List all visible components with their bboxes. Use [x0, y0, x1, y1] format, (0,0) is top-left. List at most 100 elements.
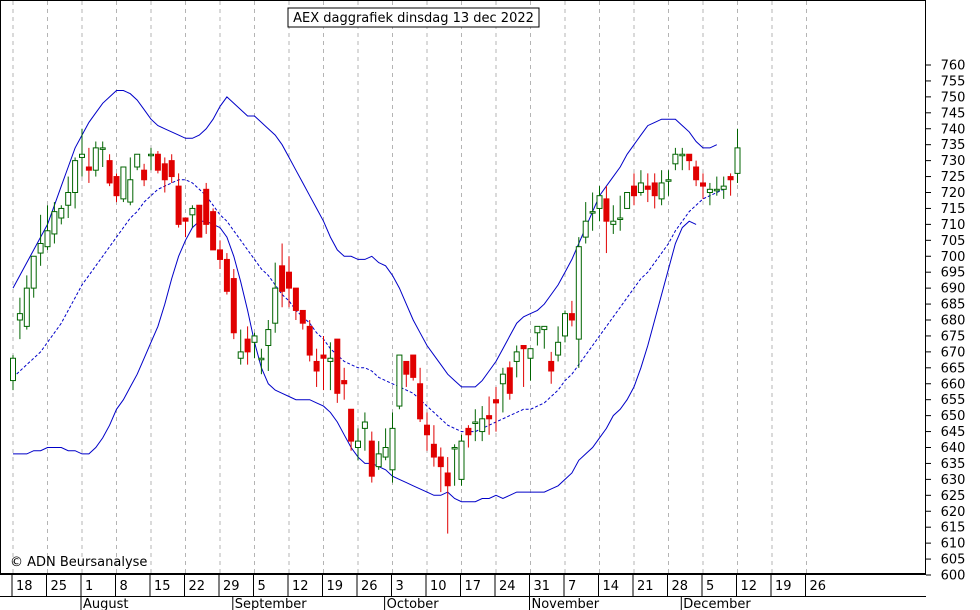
- y-axis: 6006056106156206256306356406456506556606…: [926, 59, 965, 584]
- y-tick-label: 685: [941, 298, 966, 313]
- x-tick-label: 29: [223, 579, 240, 594]
- y-tick-label: 740: [941, 122, 966, 137]
- candle-body: [389, 427, 396, 471]
- candle-body: [292, 287, 299, 311]
- candle-body: [541, 325, 548, 331]
- y-tick-label: 700: [941, 250, 966, 265]
- x-tick-label: 18: [16, 579, 33, 594]
- candle-body: [644, 185, 651, 190]
- y-tick-label: 720: [941, 186, 966, 201]
- candle-body: [72, 160, 79, 193]
- candle-body: [113, 176, 120, 197]
- y-tick-label: 735: [941, 138, 966, 153]
- month-label: September: [235, 597, 308, 610]
- candle-body: [341, 380, 348, 385]
- candle-body: [92, 147, 99, 171]
- candle-body: [713, 188, 720, 192]
- month-label: October: [387, 597, 440, 610]
- candle-body: [534, 325, 541, 334]
- candle-body: [30, 255, 37, 289]
- month-label: November: [532, 597, 600, 610]
- candle-body: [582, 220, 589, 238]
- candle-body: [58, 207, 65, 219]
- candle-body: [555, 341, 562, 356]
- x-tick-label: 21: [637, 579, 654, 594]
- y-tick-label: 760: [941, 59, 966, 74]
- y-tick-label: 745: [941, 106, 966, 121]
- candle-body: [258, 357, 265, 361]
- candle-body: [196, 204, 203, 238]
- candle-body: [727, 176, 734, 181]
- candle-body: [355, 440, 361, 448]
- x-axis: 18 25 1 8 15 22 29 5 12 19 26 3 10 17 24 31 7 14 21 28 5 12 19…: [0, 574, 926, 610]
- y-tick-label: 605: [941, 553, 966, 568]
- month-label: August: [83, 597, 129, 610]
- candle-body: [520, 345, 527, 350]
- plot-frame: [0, 0, 926, 574]
- candle-body: [493, 399, 499, 404]
- candle-body: [693, 166, 700, 181]
- candle-body: [23, 287, 30, 327]
- candle-body: [499, 373, 506, 385]
- candle-body: [700, 182, 706, 187]
- candle-body: [106, 160, 113, 184]
- candle-body: [279, 265, 286, 292]
- candle-body: [244, 338, 251, 353]
- x-tick-label: 12: [741, 579, 758, 594]
- candle-body: [99, 147, 106, 150]
- candle-body: [320, 354, 327, 359]
- y-tick-label: 620: [941, 505, 966, 520]
- candle-body: [451, 447, 458, 450]
- x-tick-label: 19: [327, 579, 344, 594]
- y-tick-label: 715: [941, 202, 966, 217]
- credit-text: © ADN Beursanalyse: [10, 555, 147, 570]
- x-tick-label: 3: [396, 579, 404, 594]
- candle-body: [272, 287, 279, 324]
- y-tick-label: 630: [941, 473, 966, 488]
- candle-body: [603, 198, 610, 222]
- candle-body: [665, 179, 672, 182]
- candle-body: [382, 447, 389, 458]
- x-tick-label: 15: [154, 579, 171, 594]
- y-tick-label: 600: [941, 569, 966, 584]
- candle-body: [596, 195, 603, 209]
- band-line: [13, 220, 697, 503]
- x-tick-label: 14: [603, 579, 620, 594]
- x-tick-label: 24: [499, 579, 516, 594]
- candle-body: [617, 217, 624, 220]
- x-tick-label: 5: [258, 579, 266, 594]
- candle-body: [299, 309, 306, 324]
- candle-body: [637, 182, 644, 193]
- candlesticks: [10, 128, 741, 534]
- candle-body: [237, 351, 244, 359]
- candle-body: [486, 415, 493, 420]
- candle-body: [417, 383, 424, 420]
- chart-title: AEX daggrafiek dinsdag 13 dec 2022: [293, 11, 534, 26]
- candle-body: [44, 230, 51, 248]
- y-tick-label: 660: [941, 377, 966, 392]
- x-tick-label: 19: [775, 579, 792, 594]
- candle-body: [465, 427, 472, 436]
- candle-body: [265, 329, 272, 346]
- candle-body: [286, 271, 292, 289]
- candle-body: [686, 153, 693, 162]
- candle-body: [472, 421, 479, 424]
- candle-body: [79, 153, 85, 158]
- candle-body: [334, 338, 341, 394]
- candle-body: [458, 440, 465, 480]
- y-tick-label: 645: [941, 425, 966, 440]
- candle-body: [410, 354, 417, 378]
- candle-body: [424, 424, 430, 436]
- candle-body: [548, 360, 555, 372]
- title-frame: [287, 7, 540, 28]
- candle-body: [161, 163, 168, 181]
- candle-body: [168, 160, 175, 178]
- candle-body: [251, 335, 258, 343]
- candle-body: [375, 453, 382, 468]
- band-line: [12, 179, 724, 433]
- y-tick-label: 655: [941, 393, 966, 408]
- x-tick-label: 12: [292, 579, 309, 594]
- candle-body: [403, 360, 410, 375]
- candle-body: [141, 169, 148, 181]
- y-tick-label: 610: [941, 537, 966, 552]
